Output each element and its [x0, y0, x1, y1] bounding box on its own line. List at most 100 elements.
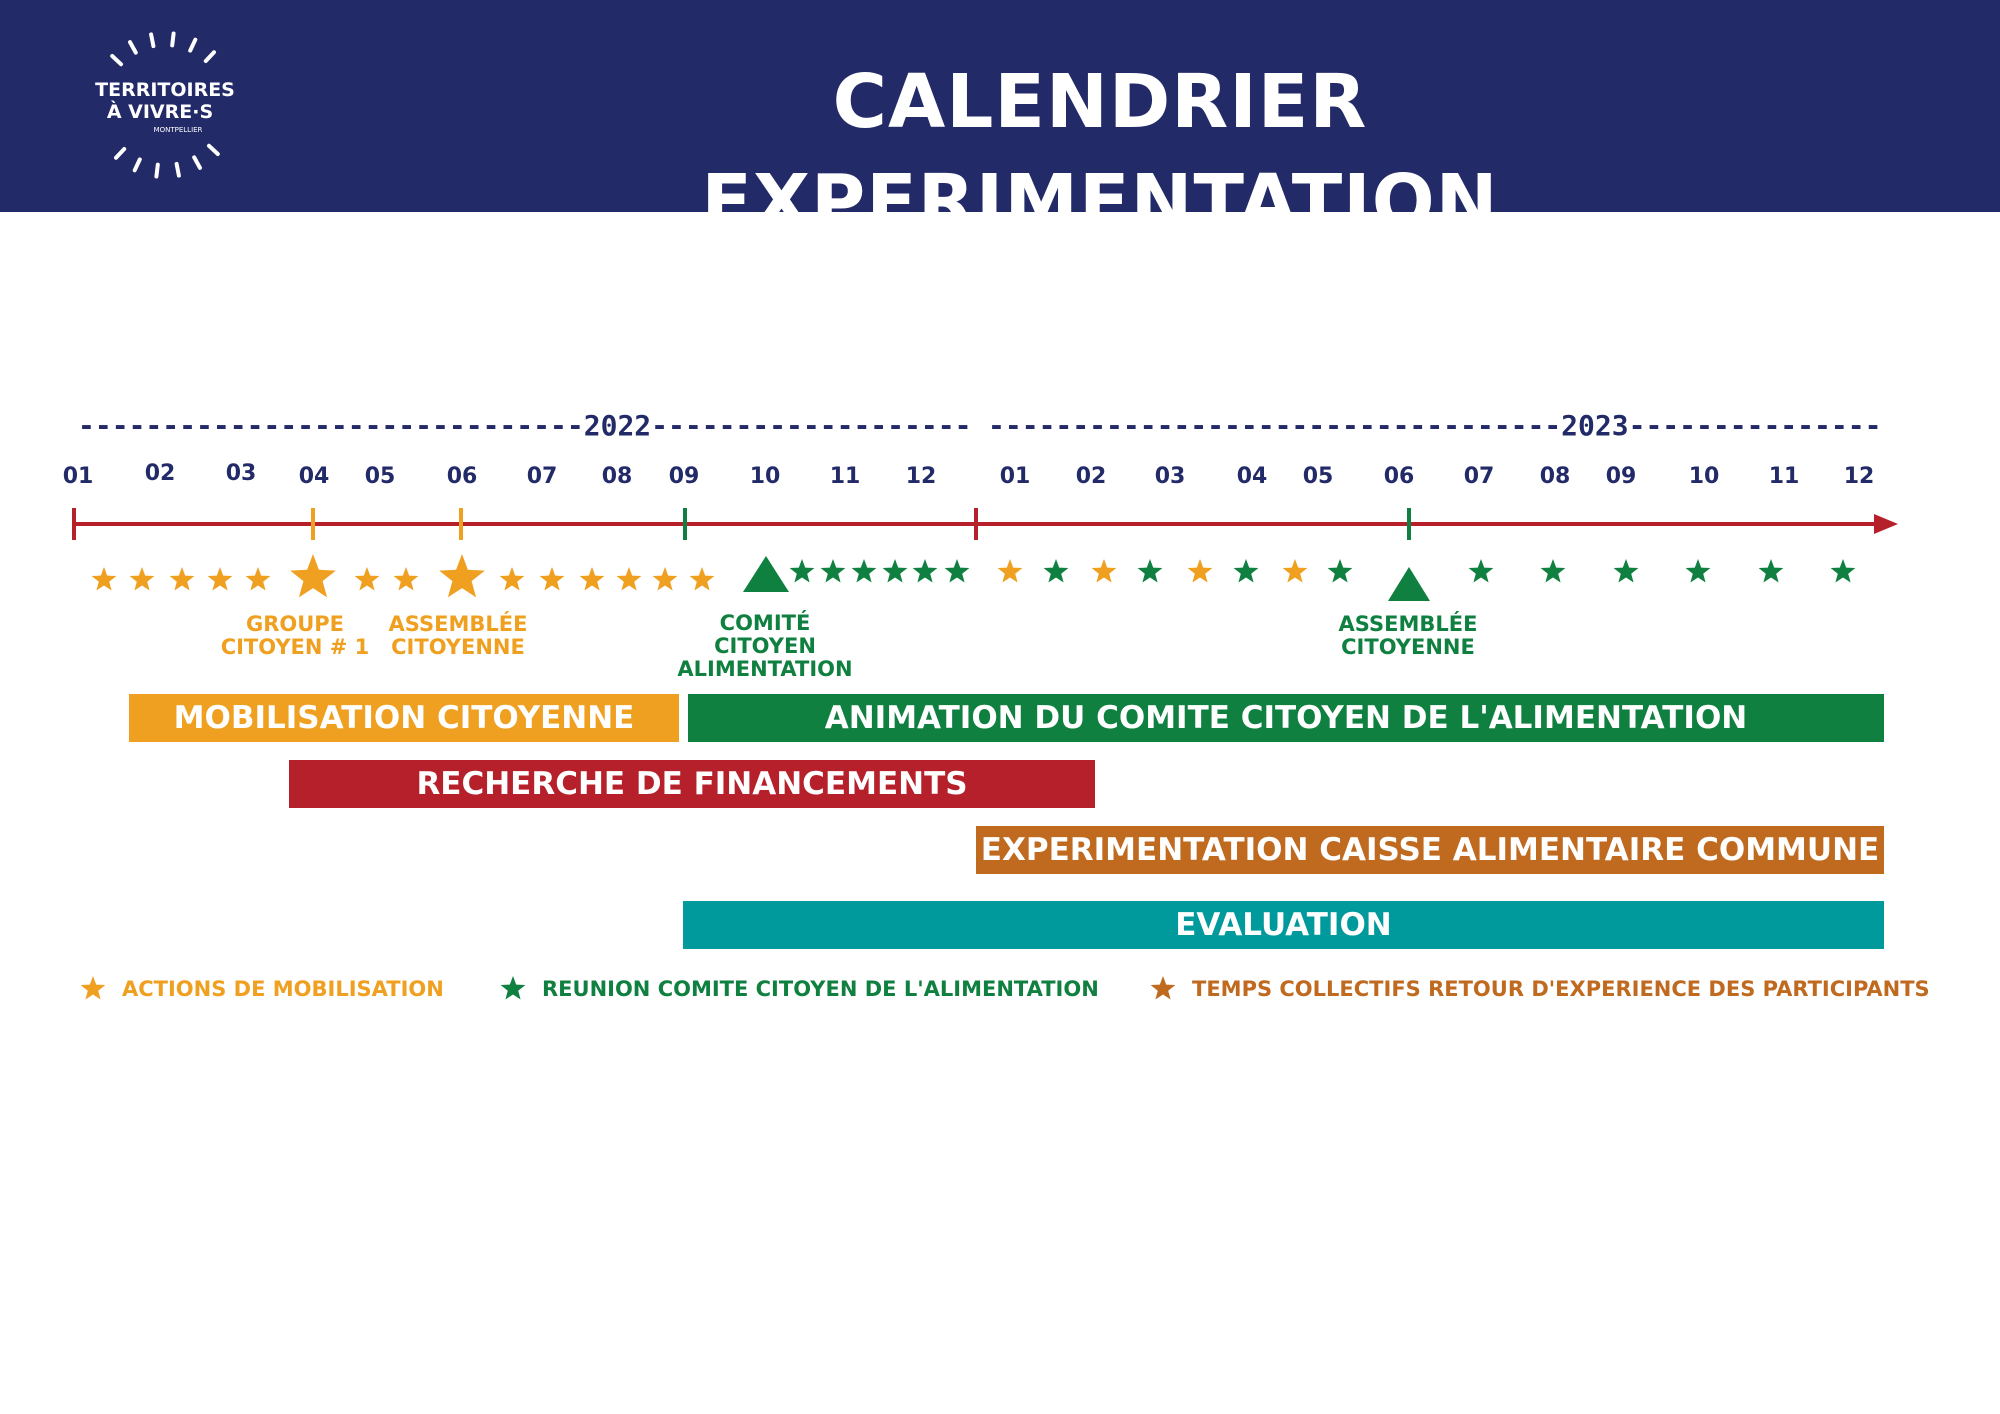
mobilisation-star-icon [616, 567, 642, 591]
month-label-2023-06: 06 [1383, 464, 1415, 489]
year-label-2022: ------------------------------2022------… [78, 409, 972, 442]
comite-star-icon [1137, 559, 1163, 583]
comite-star-icon [851, 559, 877, 583]
month-label-2022-06: 06 [446, 464, 478, 489]
mobilisation-star-icon [1282, 559, 1308, 583]
mobilisation-star-icon [207, 567, 233, 591]
legend-item-actions-mobilisation: ACTIONS DE MOBILISATION [78, 972, 444, 1006]
phase-bar-experimentation-caisse: EXPERIMENTATION CAISSE ALIMENTAIRE COMMU… [976, 826, 1884, 874]
legend-label: ACTIONS DE MOBILISATION [122, 977, 444, 1001]
timeline-axis [72, 508, 1898, 540]
month-label-2023-05: 05 [1302, 464, 1334, 489]
milestone-label-groupe-citoyen: GROUPE CITOYEN # 1 [220, 612, 370, 659]
legend-label: TEMPS COLLECTIFS RETOUR D'EXPERIENCE DES… [1192, 977, 1930, 1001]
event-markers [91, 554, 1856, 601]
month-label-2023-02: 02 [1075, 464, 1107, 489]
comite-star-icon [944, 559, 970, 583]
comite-star-icon [1685, 559, 1711, 583]
comite-star-icon [882, 559, 908, 583]
comite-triangle-icon [743, 556, 789, 592]
comite-star-icon [1613, 559, 1639, 583]
logo-line-2: À VIVRE·S [107, 100, 213, 123]
month-label-2022-01: 01 [62, 464, 94, 489]
mobilisation-star-icon [652, 567, 678, 591]
star-icon [80, 976, 106, 1000]
mobilisation-star-icon [689, 567, 715, 591]
month-label-2023-07: 07 [1463, 464, 1495, 489]
legend-label: REUNION COMITE CITOYEN DE L'ALIMENTATION [542, 977, 1099, 1001]
header-banner: TERRITOIRES À VIVRE·S MONTPELLIER CALEND… [0, 0, 2000, 245]
phase-bar-mobilisation: MOBILISATION CITOYENNE [129, 694, 679, 742]
mobilisation-star-icon [1187, 559, 1213, 583]
assemblee-triangle-icon [1388, 567, 1430, 601]
month-label-2022-08: 08 [601, 464, 633, 489]
comite-star-icon [1327, 559, 1353, 583]
phase-bar-animation-comite: ANIMATION DU COMITE CITOYEN DE L'ALIMENT… [688, 694, 1884, 742]
mobilisation-star-icon [129, 567, 155, 591]
mobilisation-star-icon [997, 559, 1023, 583]
comite-star-icon [1830, 559, 1856, 583]
comite-star-icon [820, 559, 846, 583]
comite-star-icon [1468, 559, 1494, 583]
month-label-2023-12: 12 [1843, 464, 1875, 489]
month-label-2022-11: 11 [829, 464, 861, 489]
month-label-2023-10: 10 [1688, 464, 1720, 489]
logo-line-3: MONTPELLIER [154, 126, 203, 134]
month-label-2023-01: 01 [999, 464, 1031, 489]
month-label-2022-04: 04 [298, 464, 330, 489]
mobilisation-star-icon [1091, 559, 1117, 583]
month-label-2022-12: 12 [905, 464, 937, 489]
legend-item-reunion-comite: REUNION COMITE CITOYEN DE L'ALIMENTATION [498, 972, 1099, 1006]
logo-ray [203, 50, 216, 63]
timeline-arrow-icon [1874, 514, 1898, 534]
milestone-label-assemblee-2023: ASSEMBLÉE CITOYENNE [1338, 612, 1478, 659]
month-label-2022-02: 02 [144, 461, 176, 486]
month-label-2023-11: 11 [1768, 464, 1800, 489]
milestone-star-icon [290, 554, 336, 598]
month-label-2022-10: 10 [749, 464, 781, 489]
mobilisation-star-icon [539, 567, 565, 591]
mobilisation-star-icon [169, 567, 195, 591]
month-label-2022-05: 05 [364, 464, 396, 489]
page-title: CALENDRIER EXPERIMENTATION [701, 59, 1499, 245]
star-icon [1150, 976, 1176, 1000]
logo-ray [192, 155, 202, 170]
year-label-2023: ----------------------------------2023--… [988, 409, 1880, 442]
phase-bar-evaluation: EVALUATION [683, 901, 1884, 949]
logo-ray [174, 161, 181, 178]
comite-star-icon [1540, 559, 1566, 583]
comite-star-icon [912, 559, 938, 583]
logo-ray [154, 162, 160, 179]
comite-star-icon [1758, 559, 1784, 583]
mobilisation-star-icon [91, 567, 117, 591]
logo-ray [128, 40, 138, 55]
milestone-star-icon [439, 554, 485, 598]
milestone-label-comite-citoyen: COMITÉ CITOYEN ALIMENTATION [677, 611, 853, 681]
month-label-2023-08: 08 [1539, 464, 1571, 489]
comite-star-icon [1043, 559, 1069, 583]
month-label-2023-03: 03 [1154, 464, 1186, 489]
mobilisation-star-icon [499, 567, 525, 591]
month-label-2023-09: 09 [1605, 464, 1637, 489]
month-label-2023-04: 04 [1236, 464, 1268, 489]
month-label-2022-03: 03 [225, 461, 257, 486]
legend-item-temps-collectifs: TEMPS COLLECTIFS RETOUR D'EXPERIENCE DES… [1148, 972, 1930, 1006]
star-icon [500, 976, 526, 1000]
logo-ray [110, 54, 123, 67]
territoires-a-vivres-logo: TERRITOIRES À VIVRE·S MONTPELLIER [95, 31, 235, 179]
logo-ray [132, 157, 142, 173]
comite-star-icon [789, 559, 815, 583]
mobilisation-star-icon [354, 567, 380, 591]
mobilisation-star-icon [245, 567, 271, 591]
logo-ray [149, 32, 156, 49]
month-label-2022-09: 09 [668, 464, 700, 489]
logo-ray [207, 143, 220, 156]
logo-line-1: TERRITOIRES [95, 79, 235, 101]
mobilisation-star-icon [393, 567, 419, 591]
logo-ray [170, 31, 176, 48]
logo-ray [188, 37, 198, 53]
milestone-label-assemblee-2022: ASSEMBLÉE CITOYENNE [388, 612, 528, 659]
phase-bar-recherche-financements: RECHERCHE DE FINANCEMENTS [289, 760, 1095, 808]
mobilisation-star-icon [579, 567, 605, 591]
